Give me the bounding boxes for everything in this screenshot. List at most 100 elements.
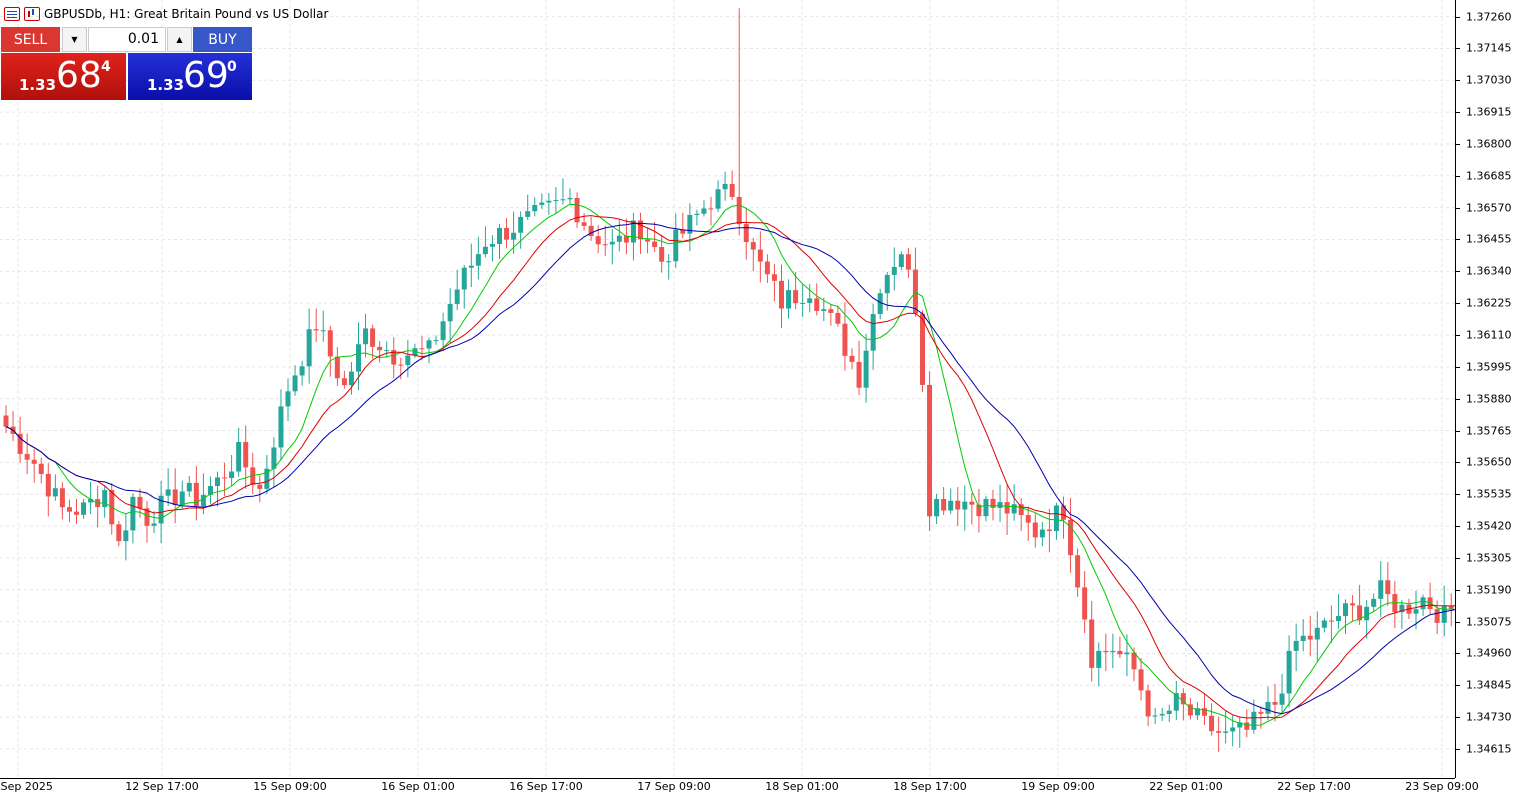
candle: [123, 513, 129, 561]
candle: [701, 200, 707, 217]
candle: [66, 499, 72, 523]
candle: [88, 481, 94, 515]
candle-body: [1202, 708, 1207, 716]
candle-body: [144, 508, 150, 526]
candle-body: [736, 196, 742, 225]
candle-body: [1399, 604, 1405, 613]
candle-body: [440, 321, 446, 341]
candle: [250, 452, 256, 494]
candle: [475, 236, 481, 280]
buy-price-box[interactable]: 1.33 69 0: [128, 53, 252, 100]
candle-body: [222, 477, 228, 479]
candle: [835, 305, 841, 327]
candle: [1223, 710, 1229, 744]
buy-button[interactable]: BUY: [193, 27, 252, 52]
candle-body: [278, 406, 284, 448]
time-axis: 12 Sep 2025 12 Sep 17:00 15 Sep 09:00 16 Se…: [0, 778, 1479, 794]
candle: [1328, 605, 1334, 643]
candle: [941, 487, 947, 516]
candle: [116, 520, 122, 547]
candle-body: [461, 267, 467, 290]
candle: [539, 193, 545, 209]
price-tick-label: 1.35075: [1466, 615, 1512, 629]
candle-body: [990, 498, 996, 508]
price-tick-mark: [1456, 621, 1460, 623]
candle: [1251, 699, 1257, 734]
candle: [567, 188, 573, 204]
candle: [1385, 561, 1391, 606]
candle: [828, 304, 834, 326]
price-tick-label: 1.36455: [1466, 232, 1512, 246]
candle-body: [1194, 708, 1200, 716]
candle-body: [454, 289, 460, 304]
price-tick-label: 1.37030: [1466, 73, 1512, 87]
candle-body: [1258, 711, 1264, 714]
chart-type-icon[interactable]: [24, 7, 40, 21]
candle-body: [1011, 504, 1017, 514]
candle-body: [630, 220, 636, 243]
price-tick-mark: [1456, 526, 1460, 528]
sell-button[interactable]: SELL: [1, 27, 60, 52]
candle-body: [849, 355, 855, 362]
candle-body: [722, 183, 728, 190]
volume-increase-button[interactable]: ▲: [167, 27, 192, 52]
candle: [405, 339, 411, 378]
candle-body: [1434, 609, 1440, 623]
candle: [645, 228, 651, 254]
market-watch-icon[interactable]: [4, 7, 20, 21]
candle-body: [912, 269, 918, 314]
candle-body: [1025, 515, 1031, 523]
candle: [1335, 594, 1341, 629]
candle: [1032, 513, 1038, 548]
candle: [447, 288, 453, 343]
price-tick-mark: [1456, 462, 1460, 464]
candle: [292, 365, 298, 396]
sell-price-box[interactable]: 1.33 68 4: [1, 53, 126, 100]
candle-body: [447, 303, 453, 322]
candle: [320, 310, 326, 342]
candle: [1343, 599, 1348, 635]
volume-decrease-button[interactable]: ▼: [62, 27, 87, 52]
volume-input[interactable]: 0.01: [88, 27, 166, 52]
candle: [1279, 673, 1285, 715]
price-chart[interactable]: [0, 0, 1461, 778]
candle-body: [207, 486, 213, 495]
candle: [81, 499, 87, 519]
candle: [962, 485, 968, 531]
candle-body: [1321, 620, 1327, 628]
candle-body: [666, 261, 672, 263]
candle-body: [511, 232, 517, 240]
candle-body: [1265, 701, 1271, 714]
candle: [243, 425, 249, 489]
candle: [722, 171, 728, 201]
candle: [779, 264, 784, 329]
candle: [842, 301, 848, 371]
candle: [1286, 635, 1292, 708]
price-tick-mark: [1456, 748, 1460, 750]
candle-body: [680, 229, 686, 234]
candle-body: [659, 247, 665, 262]
candle-body: [1328, 620, 1334, 622]
candle-body: [948, 500, 954, 511]
candle: [1194, 702, 1200, 720]
candle-body: [546, 200, 552, 203]
candle-body: [1371, 598, 1377, 607]
price-tick-mark: [1456, 48, 1460, 50]
candle: [1103, 633, 1109, 672]
price-tick-mark: [1456, 717, 1460, 719]
candle-body: [750, 242, 756, 250]
candle: [898, 251, 904, 271]
time-tick-label: 16 Sep 17:00: [509, 780, 583, 793]
time-tick-label: 22 Sep 17:00: [1277, 780, 1351, 793]
candle: [489, 235, 495, 262]
candle: [468, 243, 474, 287]
candle-body: [1357, 605, 1363, 621]
candle: [969, 493, 975, 525]
candle: [976, 488, 982, 533]
candle-body: [1420, 597, 1426, 610]
sell-price-big: 68: [56, 55, 102, 96]
candle-body: [1448, 605, 1454, 609]
candle-body: [1053, 505, 1059, 532]
candle: [391, 337, 397, 379]
candle: [1145, 684, 1151, 727]
